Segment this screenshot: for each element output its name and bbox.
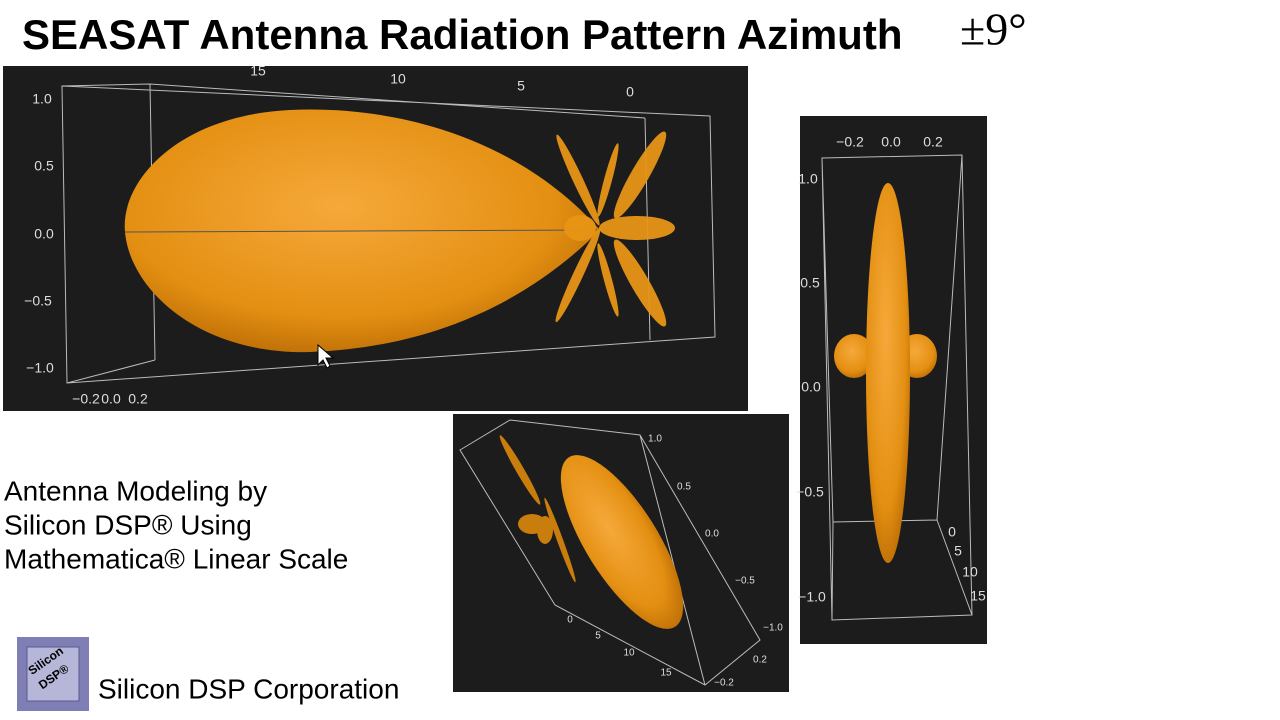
tick-label: 10 [623, 648, 635, 659]
tick-label: −0.2 [836, 134, 864, 150]
tick-label: 5 [595, 631, 601, 642]
tick-label: 0.5 [800, 275, 820, 291]
tick-label: 0.0 [881, 134, 901, 150]
tick-label: −1.0 [798, 589, 826, 605]
tick-label: 0 [567, 615, 573, 626]
tick-label: −0.5 [735, 576, 755, 587]
tick-label: 0.5 [677, 482, 691, 493]
tick-label: 10 [962, 564, 978, 580]
tick-label: 0.2 [128, 391, 148, 407]
tick-label: 1.0 [648, 434, 662, 445]
slide-title: SEASAT Antenna Radiation Pattern Azimuth [22, 11, 902, 58]
tick-label: −0.5 [24, 293, 52, 309]
plot-bottom [453, 414, 789, 692]
title-math: ±9° [960, 4, 1027, 55]
tick-label: 0.2 [923, 134, 943, 150]
tick-label: 0.0 [34, 226, 54, 242]
tick-label: 10 [390, 71, 406, 87]
tick-label: 0.0 [705, 529, 719, 540]
tick-label: −0.5 [796, 484, 824, 500]
plot-top [3, 66, 748, 411]
tick-label: 1.0 [798, 171, 818, 187]
company-name: Silicon DSP Corporation [98, 673, 399, 704]
plot-right [800, 116, 987, 644]
tick-label: 0.2 [753, 655, 767, 666]
tick-label: 5 [517, 78, 525, 94]
tick-label: 0.0 [101, 391, 121, 407]
tick-label: 0 [948, 524, 956, 540]
tick-label: 1.0 [32, 91, 52, 107]
tick-label: 0.0 [801, 379, 821, 395]
tick-label: 15 [250, 63, 266, 79]
tick-label: 15 [970, 588, 986, 604]
tick-label: 5 [954, 543, 962, 559]
tick-label: 0 [626, 84, 634, 100]
tick-label: −1.0 [763, 623, 783, 634]
tick-label: 0.5 [34, 158, 54, 174]
tick-label: −0.2 [714, 678, 734, 689]
caption-line: Silicon DSP® Using [4, 509, 252, 540]
logo: Silicon DSP® [17, 637, 89, 711]
caption-line: Mathematica® Linear Scale [4, 543, 348, 574]
tick-label: −0.2 [72, 391, 100, 407]
tick-label: 15 [660, 668, 672, 679]
caption-line: Antenna Modeling by [4, 475, 267, 506]
tick-label: −1.0 [26, 360, 54, 376]
